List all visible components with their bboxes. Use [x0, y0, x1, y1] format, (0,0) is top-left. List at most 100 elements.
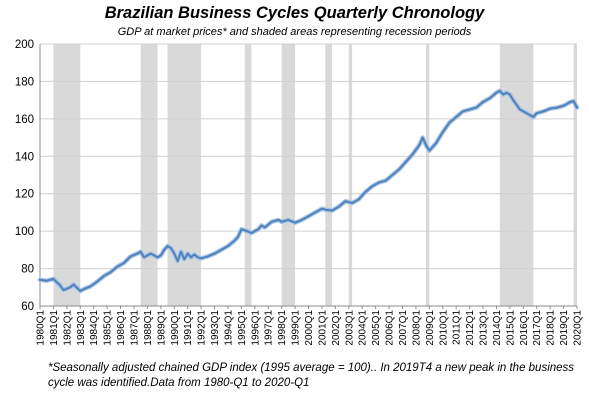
x-tick-label: 2006Q1 [385, 310, 396, 346]
gdp-point [149, 252, 152, 255]
gdp-point [129, 255, 132, 258]
gdp-point [337, 206, 340, 208]
gdp-point [455, 116, 457, 118]
x-tick-label: 2015Q1 [505, 310, 516, 346]
y-tick-label: 80 [21, 264, 34, 276]
gdp-point [82, 288, 85, 290]
gdp-point [257, 228, 259, 231]
gdp-point [405, 161, 407, 163]
gdp-point [549, 107, 551, 110]
recession-band [325, 44, 332, 306]
gdp-point [89, 285, 92, 288]
gdp-point [347, 201, 350, 203]
gdp-point [411, 153, 414, 156]
x-tick-label: 2000Q1 [304, 310, 315, 346]
gdp-point [96, 280, 98, 283]
x-tick-label: 1990Q1 [170, 310, 181, 346]
gdp-point [294, 221, 296, 224]
x-tick-label: 2012Q1 [465, 310, 476, 346]
gdp-point [314, 211, 317, 214]
gdp-point [227, 245, 229, 247]
gdp-point [562, 104, 565, 107]
gdp-point [344, 200, 347, 202]
recession-band [281, 44, 296, 306]
gdp-point [213, 252, 216, 255]
gdp-point [525, 112, 528, 115]
recession-band [167, 44, 202, 306]
gdp-point [462, 110, 464, 113]
x-tick-label: 2014Q1 [492, 310, 503, 346]
x-tick-label: 1991Q1 [183, 310, 194, 346]
gdp-point [351, 202, 353, 204]
gdp-point [499, 89, 501, 92]
gdp-point [421, 136, 424, 139]
x-tick-label: 1984Q1 [89, 310, 100, 346]
gdp-point [331, 209, 333, 212]
x-tick-label: 2018Q1 [546, 310, 557, 346]
gdp-point [270, 220, 273, 223]
gdp-point [428, 149, 431, 152]
gdp-point [183, 258, 186, 261]
gdp-point [280, 220, 283, 223]
x-tick-label: 2008Q1 [411, 310, 422, 346]
x-tick-labels: 1980Q1 1981Q1 1982Q1 1983Q1 1984Q1 1985Q1 1986… [36, 306, 584, 346]
gdp-series [37, 88, 580, 294]
gdp-point [180, 250, 182, 253]
recession-band [499, 44, 534, 306]
x-tick-label: 1985Q1 [103, 310, 114, 346]
x-tick-label: 2002Q1 [331, 310, 342, 346]
x-tick-label: 2003Q1 [344, 310, 355, 346]
x-tick-label: 2020Q1 [573, 310, 584, 346]
gdp-point [39, 279, 41, 281]
gdp-point [69, 286, 72, 289]
x-tick-label: 1989Q1 [156, 310, 167, 346]
gdp-point [233, 239, 236, 242]
x-tick-label: 2004Q1 [358, 310, 369, 346]
x-tick-label: 1980Q1 [36, 310, 47, 346]
y-tick-labels: 60 80 100 120 140 160 180 200 [15, 39, 34, 313]
gdp-point [200, 257, 202, 260]
x-tick-label: 1988Q1 [143, 310, 154, 346]
x-tick-label: 1999Q1 [291, 310, 302, 346]
x-tick-label: 1997Q1 [264, 310, 275, 346]
y-tick-label: 140 [15, 151, 34, 163]
gdp-point [243, 229, 246, 232]
gdp-point [170, 247, 172, 249]
gdp-point [52, 278, 55, 280]
gdp-point [176, 260, 179, 262]
gdp-point [240, 228, 243, 231]
gdp-point [139, 250, 142, 253]
recession-band [53, 44, 81, 306]
recession-band [244, 44, 252, 306]
gdp-point [207, 255, 209, 258]
recession-band [573, 44, 577, 306]
gdp-point [371, 185, 374, 188]
x-tick-label: 2011Q1 [452, 310, 463, 345]
gdp-point [220, 249, 223, 251]
gdp-point [569, 101, 572, 103]
x-tick-label: 2013Q1 [479, 310, 490, 346]
gdp-point [260, 224, 263, 227]
y-tick-label: 60 [21, 301, 34, 313]
x-tick-label: 2016Q1 [519, 310, 530, 346]
gdp-point [435, 142, 437, 144]
x-tick-label: 1987Q1 [129, 310, 140, 346]
gdp-point [321, 207, 323, 210]
x-tick-label: 1992Q1 [197, 310, 208, 346]
gdp-point [505, 91, 508, 94]
gdp-point [468, 108, 471, 111]
gdp-point [384, 179, 387, 182]
gdp-point [116, 265, 118, 268]
chart-subtitle: GDP at market prices* and shaded areas r… [117, 26, 472, 38]
y-tick-label: 180 [15, 76, 34, 88]
gdp-point [535, 112, 538, 115]
x-tick-label: 1998Q1 [277, 310, 288, 346]
gdp-point [109, 271, 112, 274]
gdp-point [160, 254, 162, 257]
gdp-point [186, 252, 189, 255]
x-tick-label: 2019Q1 [559, 310, 570, 346]
x-tick-label: 1993Q1 [210, 310, 221, 346]
gdp-line-glow [37, 88, 580, 294]
gdp-point [488, 97, 491, 100]
y-tick-label: 120 [15, 189, 34, 201]
